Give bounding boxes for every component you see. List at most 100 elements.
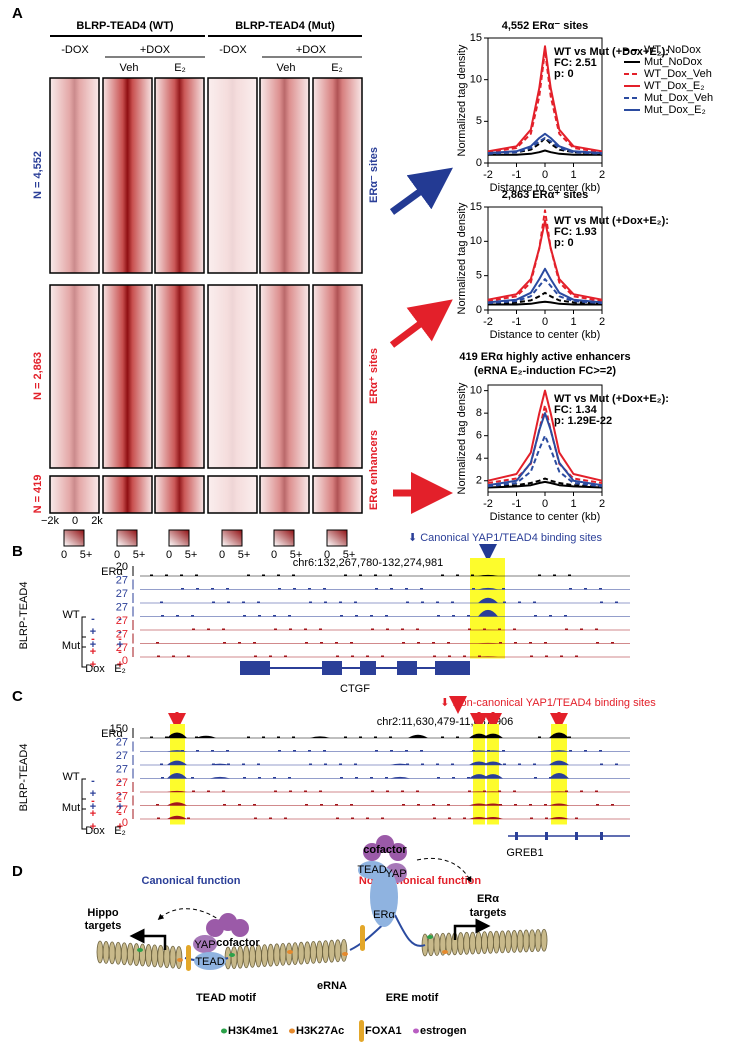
track-noise [498,790,501,792]
track-noise [600,763,603,765]
label: 27 [116,763,128,775]
nucleosome [157,944,165,968]
label: Mut [62,640,80,652]
legend-label: FOXA1 [365,1025,402,1037]
track-noise [226,750,229,752]
label: - [118,646,122,658]
y-tick-label: 6 [476,430,482,442]
label: ERE motif [386,992,439,1004]
heatmap [155,78,204,273]
label: 419 ERα highly active enhancers [459,351,630,363]
track-peak [478,642,498,644]
x-tick-label: -2 [483,169,493,181]
track-noise [165,736,168,738]
track-noise [165,574,168,576]
label: YAP [385,868,406,880]
histone-mark [342,952,348,956]
track-noise [545,817,548,819]
track-noise [530,655,533,657]
track-noise [323,588,326,590]
y-tick-label: 10 [470,235,482,247]
label: 0 [324,549,330,561]
label: Veh [120,62,139,74]
nucleosome [316,940,323,964]
track-noise [344,574,347,576]
label: ⬇ Canonical YAP1/TEAD4 binding sites [408,532,603,544]
label: Mut [62,802,80,814]
track-noise [195,574,198,576]
label: + [117,659,123,671]
track-noise [514,804,517,806]
track-noise [355,615,358,617]
track-noise [242,601,245,603]
track-noise [335,642,338,644]
track-noise [247,736,250,738]
track-noise [432,642,435,644]
legend-label: Mut_Dox_Veh [644,92,713,104]
track-noise [472,588,475,590]
track-noise [288,615,291,617]
track-noise [161,615,164,617]
track-noise [222,790,225,792]
nucleosome [139,943,146,967]
track-noise [160,763,163,765]
track-noise [375,588,378,590]
track-noise [421,601,424,603]
heatmap-frame [207,77,258,274]
track-noise [549,615,552,617]
label: 27 [116,601,128,613]
label: BLRP-TEAD4 [18,744,30,812]
track-noise [269,655,272,657]
nucleosome [242,945,250,969]
nucleosome [534,929,542,952]
track-noise [274,628,277,630]
track-noise [355,777,358,779]
track-noise [596,642,599,644]
track-noise [463,817,466,819]
label: + [90,808,96,820]
legend-swatch [413,1028,419,1034]
colorbar [168,529,190,547]
track-noise [309,601,312,603]
x-tick-label: 1 [570,316,576,328]
track-noise [482,777,485,779]
x-tick-label: 1 [570,169,576,181]
track-noise [278,588,281,590]
nucleosome [236,945,244,969]
track-peak [549,817,569,819]
heatmap [103,285,152,468]
track-noise [390,750,393,752]
nucleosome [291,942,299,965]
track-noise [305,804,308,806]
y-tick-label: 0 [476,304,482,316]
y-tick-label: 15 [470,201,482,213]
track-noise [195,736,198,738]
bracket [81,778,86,810]
track-noise [370,777,373,779]
y-tick-label: 0 [476,157,482,169]
exon [240,661,270,675]
track-noise [568,736,571,738]
nucleosome [120,942,128,966]
track-noise [401,790,404,792]
track-noise [254,817,257,819]
label: 27 [116,736,128,748]
colorbar [63,529,85,547]
track-noise [499,804,502,806]
series-line [487,291,603,305]
nucleosome [340,939,348,962]
track-noise [420,750,423,752]
label: Dox [85,825,105,837]
track-peak [196,735,216,738]
track-noise [374,574,377,576]
track-noise [456,736,459,738]
colorbar [116,529,138,547]
heatmap-frame [49,475,100,514]
x-tick-label: -2 [483,498,493,510]
track-noise [386,628,389,630]
track-noise [471,574,474,576]
track-noise [284,655,287,657]
track-noise [499,642,502,644]
track-noise [416,628,419,630]
track-noise [518,763,521,765]
